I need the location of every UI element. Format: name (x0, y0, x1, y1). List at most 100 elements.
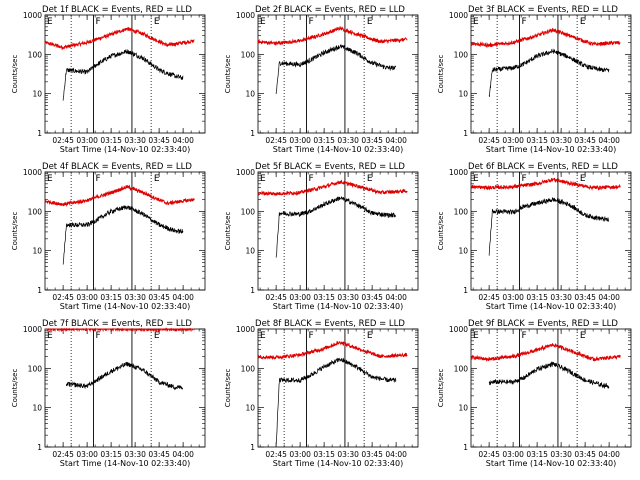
x-tick-label: 03:00 (289, 136, 311, 145)
panel-3: Det 3f BLACK = Events, RED = LLD 1 10 100 10… (437, 5, 632, 154)
lld-series-line (470, 177, 621, 191)
x-tick-label: 03:30 (550, 293, 572, 302)
interval-marker: E (580, 174, 586, 184)
y-tick-label: 100 (241, 207, 256, 216)
y-tick-label: 1000 (23, 11, 42, 20)
x-tick-label: 04:00 (172, 293, 194, 302)
y-tick-label: 100 (454, 50, 469, 59)
x-tick-label: 04:00 (598, 450, 620, 459)
x-tick-label: 04:00 (385, 450, 407, 459)
y-tick-label: 10 (245, 404, 255, 413)
interval-marker: E (367, 17, 373, 27)
interval-marker: E (260, 17, 266, 27)
interval-marker: E (154, 174, 160, 184)
lld-series-line (44, 327, 195, 333)
interval-marker: F (522, 17, 527, 27)
x-tick-label: 03:00 (502, 136, 524, 145)
y-tick-label: 10 (245, 247, 255, 256)
y-tick-label: 1000 (449, 325, 468, 334)
interval-marker: E (47, 174, 53, 184)
plot-frame (257, 171, 419, 291)
lld-series-line (44, 26, 195, 51)
lld-series-line (470, 27, 621, 48)
x-tick-label: 03:30 (337, 136, 359, 145)
interval-marker: E (154, 331, 160, 341)
x-tick-label: 03:15 (100, 293, 122, 302)
panel-5: Det 5f BLACK = Events, RED = LLD 1 10 100 10… (224, 162, 419, 311)
events-series-line (488, 361, 610, 389)
lld-series-line (257, 340, 408, 361)
events-series-line (488, 48, 610, 97)
x-tick-label: 03:15 (526, 136, 548, 145)
x-tick-label: 03:45 (361, 450, 383, 459)
interval-marker: E (580, 331, 586, 341)
interval-marker: E (47, 17, 53, 27)
plot-frame (257, 328, 419, 448)
x-tick-label: 02:45 (265, 450, 287, 459)
plot-frame (257, 14, 419, 134)
panel-8: Det 8f BLACK = Events, RED = LLD 1 10 100 10… (224, 319, 419, 468)
x-tick-label: 03:15 (313, 293, 335, 302)
y-tick-label: 1000 (23, 325, 42, 334)
interval-marker: F (522, 331, 527, 341)
x-tick-label: 03:15 (313, 136, 335, 145)
x-axis-label: Start Time (14-Nov-10 02:33:40) (60, 145, 190, 154)
y-tick-label: 1 (463, 129, 468, 138)
events-series-line (62, 205, 184, 265)
y-tick-label: 100 (28, 364, 43, 373)
y-tick-label: 10 (32, 90, 42, 99)
x-tick-label: 03:45 (361, 293, 383, 302)
y-tick-label: 1 (37, 129, 42, 138)
x-tick-label: 03:00 (502, 450, 524, 459)
interval-marker: F (96, 174, 101, 184)
panel-title: Det 9f BLACK = Events, RED = LLD (468, 319, 618, 329)
y-axis-label: Counts/sec (11, 212, 19, 251)
y-axis-label: Counts/sec (11, 369, 19, 408)
x-tick-label: 04:00 (172, 450, 194, 459)
x-axis-label: Start Time (14-Nov-10 02:33:40) (273, 302, 403, 311)
panel-title: Det 3f BLACK = Events, RED = LLD (468, 5, 618, 15)
x-tick-label: 03:15 (526, 450, 548, 459)
events-series-line (275, 44, 397, 94)
x-tick-label: 03:00 (289, 293, 311, 302)
y-tick-label: 1000 (449, 11, 468, 20)
panel-title: Det 6f BLACK = Events, RED = LLD (468, 162, 618, 172)
x-tick-label: 02:45 (52, 293, 74, 302)
y-axis-label: Counts/sec (437, 212, 445, 251)
x-tick-label: 03:45 (361, 136, 383, 145)
x-tick-label: 03:45 (574, 450, 596, 459)
y-tick-label: 1 (250, 129, 255, 138)
y-tick-label: 1000 (236, 325, 255, 334)
interval-marker: F (96, 17, 101, 27)
y-tick-label: 10 (458, 247, 468, 256)
y-axis-label: Counts/sec (11, 55, 19, 94)
events-series-line (62, 49, 184, 101)
x-tick-label: 03:15 (313, 450, 335, 459)
panel-title: Det 4f BLACK = Events, RED = LLD (42, 162, 192, 172)
x-axis-label: Start Time (14-Nov-10 02:33:40) (486, 145, 616, 154)
y-tick-label: 10 (458, 404, 468, 413)
y-tick-label: 100 (454, 207, 469, 216)
interval-marker: E (367, 331, 373, 341)
x-tick-label: 03:15 (526, 293, 548, 302)
panel-1: Det 1f BLACK = Events, RED = LLD 1 10 100 10… (11, 5, 206, 154)
x-tick-label: 03:00 (289, 450, 311, 459)
y-axis-label: Counts/sec (224, 369, 232, 408)
y-tick-label: 100 (28, 207, 43, 216)
y-tick-label: 100 (241, 50, 256, 59)
x-tick-label: 04:00 (172, 136, 194, 145)
x-tick-label: 04:00 (598, 136, 620, 145)
y-tick-label: 1000 (23, 168, 42, 177)
x-tick-label: 02:45 (265, 136, 287, 145)
interval-marker: E (154, 17, 160, 27)
x-tick-label: 03:30 (337, 293, 359, 302)
y-axis-label: Counts/sec (437, 369, 445, 408)
x-tick-label: 02:45 (52, 136, 74, 145)
events-series-line (65, 361, 183, 391)
x-tick-label: 03:15 (100, 450, 122, 459)
interval-marker: E (367, 174, 373, 184)
panel-6: Det 6f BLACK = Events, RED = LLD 1 10 100 10… (437, 162, 632, 311)
interval-marker: F (309, 17, 314, 27)
x-axis-label: Start Time (14-Nov-10 02:33:40) (486, 459, 616, 468)
